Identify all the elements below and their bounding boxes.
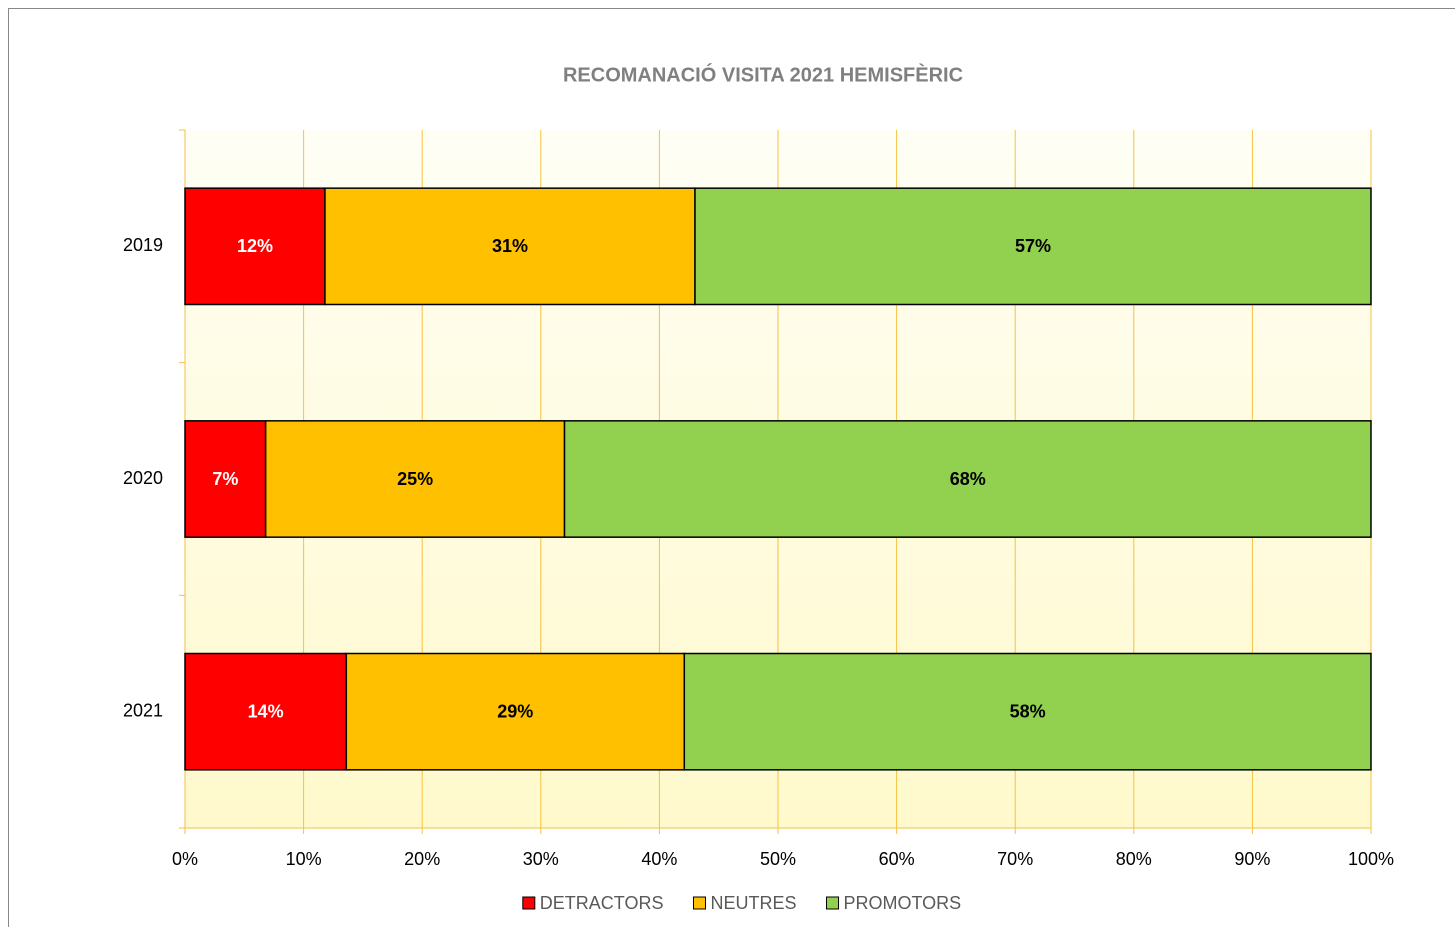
bar-segment [184, 187, 326, 306]
bar-segment [694, 187, 1372, 306]
data-label: 7% [212, 469, 238, 489]
x-tick-label: 20% [404, 849, 440, 869]
data-label: 57% [1015, 236, 1051, 256]
data-label: 31% [492, 236, 528, 256]
legend-label: DETRACTORS [540, 893, 664, 913]
y-tick-label: 2020 [123, 468, 163, 488]
x-tick-label: 100% [1348, 849, 1394, 869]
data-label: 58% [1010, 701, 1046, 721]
x-tick-label: 70% [997, 849, 1033, 869]
bar-segment [264, 420, 566, 538]
x-tick-label: 0% [172, 849, 198, 869]
x-tick-label: 30% [523, 849, 559, 869]
data-label: 14% [248, 701, 284, 721]
y-tick-label: 2019 [123, 235, 163, 255]
bar-segment [683, 652, 1372, 771]
legend-label: PROMOTORS [844, 893, 962, 913]
bar-segment [324, 187, 696, 306]
y-tick-label: 2021 [123, 700, 163, 720]
x-tick-label: 50% [760, 849, 796, 869]
legend-swatch [826, 896, 840, 910]
bar-segment [184, 652, 348, 771]
bar-segment [345, 652, 686, 771]
x-tick-label: 10% [286, 849, 322, 869]
data-label: 12% [237, 236, 273, 256]
legend-swatch [522, 896, 536, 910]
x-tick-label: 40% [641, 849, 677, 869]
chart-title: RECOMANACIÓ VISITA 2021 HEMISFÈRIC [563, 62, 963, 86]
data-label: 25% [397, 469, 433, 489]
bar-segment [563, 420, 1372, 538]
bar-segment [184, 420, 267, 538]
data-label: 68% [950, 469, 986, 489]
legend-label: NEUTRES [710, 893, 796, 913]
x-tick-label: 60% [879, 849, 915, 869]
legend-swatch [692, 896, 706, 910]
x-tick-label: 80% [1116, 849, 1152, 869]
x-tick-label: 90% [1234, 849, 1270, 869]
data-label: 29% [497, 701, 533, 721]
